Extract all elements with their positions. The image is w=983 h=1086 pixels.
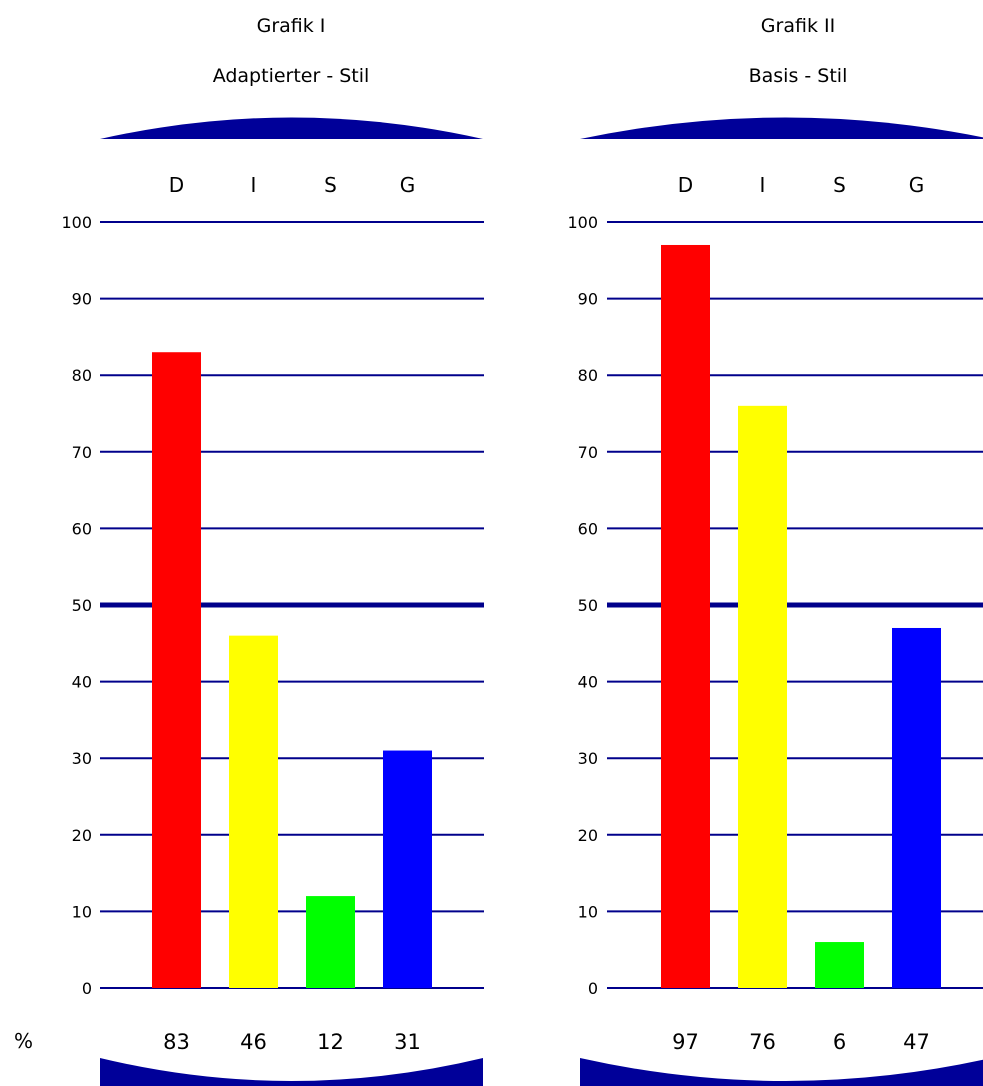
chart1-bar-d [152, 352, 201, 988]
chart2-bar-d [661, 245, 710, 988]
chart1-title: Grafik I [257, 15, 326, 37]
chart2-ytick-label: 100 [567, 213, 598, 232]
chart1-ytick-label: 100 [61, 213, 92, 232]
chart1-bar-i [229, 636, 278, 988]
chart1-value-label-s: 12 [317, 1030, 344, 1054]
chart1-bar-s [306, 896, 355, 988]
chart1-ytick-label: 0 [82, 979, 92, 998]
chart1-ytick-label: 60 [72, 519, 92, 538]
chart1-ytick-label: 20 [72, 826, 92, 845]
chart2-bottom-cap [580, 1058, 983, 1086]
chart2-ytick-label: 80 [578, 366, 598, 385]
chart2-ytick-label: 30 [578, 749, 598, 768]
chart2-ytick-label: 20 [578, 826, 598, 845]
chart1-category-i: I [251, 173, 257, 197]
chart1-ytick-label: 90 [72, 290, 92, 309]
chart1-value-label-d: 83 [163, 1030, 190, 1054]
chart2-value-label-g: 47 [903, 1030, 930, 1054]
chart2-value-label-s: 6 [833, 1030, 846, 1054]
chart2-bar-i [738, 406, 787, 988]
chart2-bar-s [815, 942, 864, 988]
chart1-top-cap [100, 118, 483, 140]
chart1-category-g: G [400, 173, 416, 197]
chart2-category-g: G [909, 173, 925, 197]
chart1-ytick-label: 70 [72, 443, 92, 462]
chart1-ytick-label: 10 [72, 902, 92, 921]
chart2-value-label-i: 76 [749, 1030, 776, 1054]
chart2-category-s: S [833, 173, 846, 197]
chart2-ytick-label: 10 [578, 902, 598, 921]
chart2-ytick-label: 40 [578, 673, 598, 692]
chart2-ytick-label: 50 [578, 596, 598, 615]
chart1-category-d: D [169, 173, 184, 197]
chart2-category-i: I [760, 173, 766, 197]
chart2-ytick-label: 70 [578, 443, 598, 462]
chart2-title: Grafik II [761, 15, 835, 37]
chart1-ytick-label: 50 [72, 596, 92, 615]
chart1-category-s: S [324, 173, 337, 197]
chart2-ytick-label: 60 [578, 519, 598, 538]
chart1-subtitle: Adaptierter - Stil [213, 65, 370, 87]
percent-label: % [14, 1029, 33, 1053]
chart2-ytick-label: 0 [588, 979, 598, 998]
chart2-top-cap [580, 118, 983, 140]
chart1-value-label-g: 31 [394, 1030, 421, 1054]
chart2-subtitle: Basis - Stil [749, 65, 848, 87]
chart1-bar-g [383, 751, 432, 988]
chart1-ytick-label: 40 [72, 673, 92, 692]
chart1-ytick-label: 80 [72, 366, 92, 385]
chart2-ytick-label: 90 [578, 290, 598, 309]
chart1-value-label-i: 46 [240, 1030, 267, 1054]
chart1-ytick-label: 30 [72, 749, 92, 768]
chart1-bottom-cap [100, 1058, 483, 1086]
chart2-value-label-d: 97 [672, 1030, 699, 1054]
chart2-category-d: D [678, 173, 693, 197]
chart2-bar-g [892, 628, 941, 988]
